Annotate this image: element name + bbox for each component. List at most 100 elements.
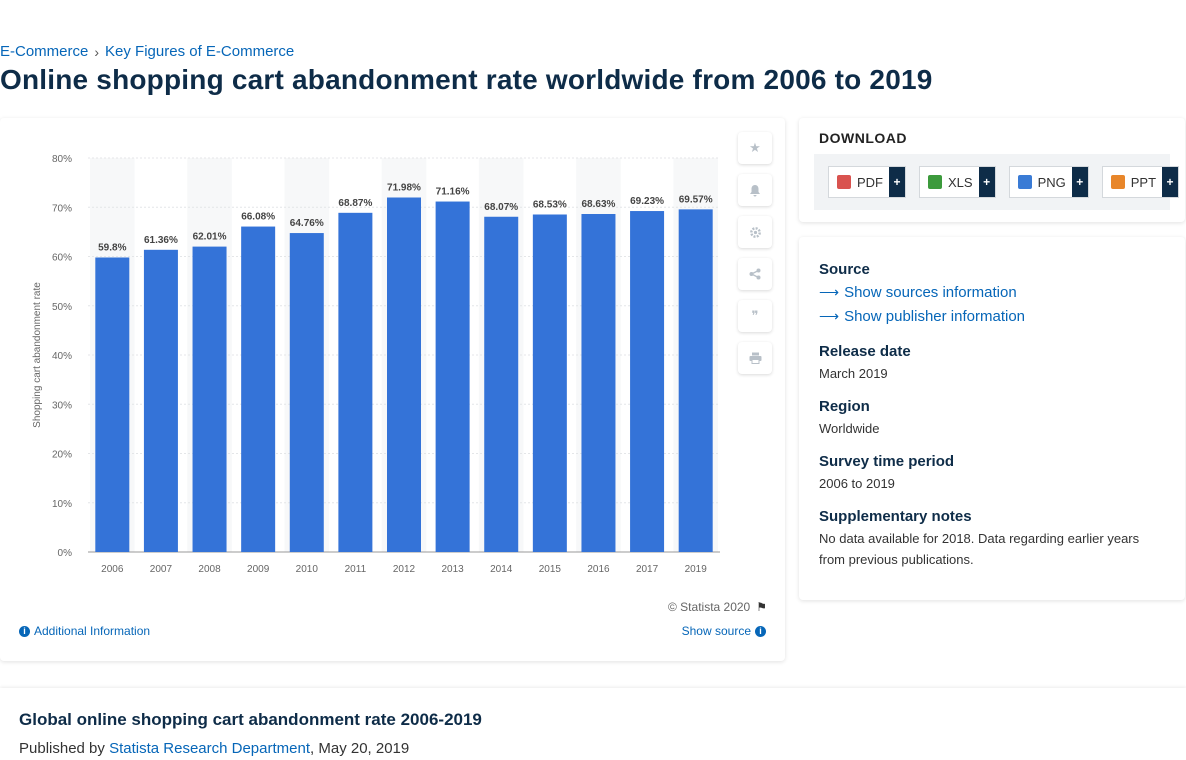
statistic-details-card: Source ⟶ Show sources information ⟶ Show… — [799, 237, 1185, 600]
chart-card: 0% 10% 20% 30% 40% 50% 60% 70% 80% Shopping cart … — [0, 118, 785, 661]
y-tick-label: 80% — [52, 154, 72, 165]
x-tick-label: 2017 — [636, 564, 659, 575]
y-tick-label: 20% — [52, 450, 72, 461]
data-label: 69.57% — [679, 194, 713, 205]
plus-icon: + — [889, 167, 905, 197]
print-icon[interactable] — [738, 342, 772, 374]
bar — [581, 213, 616, 552]
show-publisher-label: Show publisher information — [844, 308, 1026, 325]
bar-chart: 0% 10% 20% 30% 40% 50% 60% 70% 80% Shopping cart … — [32, 154, 720, 575]
pdf-file-icon — [837, 175, 851, 189]
bar — [338, 212, 373, 552]
data-label: 59.8% — [98, 242, 126, 253]
additional-information-label: Additional Information — [34, 624, 151, 638]
download-png-button[interactable]: PNG + — [1008, 166, 1089, 198]
breadcrumb-key-figures[interactable]: Key Figures of E-Commerce — [105, 43, 295, 60]
info-icon: i — [19, 625, 30, 637]
bar — [241, 226, 276, 552]
x-tick-label: 2015 — [539, 564, 562, 575]
download-pdf-button[interactable]: PDF + — [828, 166, 906, 198]
y-tick-label: 10% — [52, 499, 72, 510]
breadcrumb: E-Commerce › Key Figures of E-Commerce — [0, 43, 294, 60]
arrow-right-icon: ⟶ — [819, 308, 840, 324]
publication-card: Global online shopping cart abandonment … — [0, 688, 1186, 760]
show-publisher-link[interactable]: ⟶ Show publisher information — [819, 308, 1025, 325]
y-axis-label: Shopping cart abandonment rate — [32, 282, 43, 428]
breadcrumb-separator: › — [94, 43, 100, 60]
data-label: 68.07% — [484, 202, 518, 213]
data-label: 71.16% — [436, 187, 470, 198]
data-label: 62.01% — [193, 232, 227, 243]
data-label: 68.63% — [582, 199, 616, 210]
data-label: 61.36% — [144, 235, 178, 246]
bar — [484, 216, 519, 552]
bar — [435, 201, 470, 553]
download-title: DOWNLOAD — [819, 130, 907, 146]
supplementary-notes-value: No data available for 2018. Data regardi… — [819, 531, 1140, 567]
download-buttons: PDF + XLS + PNG + PPT + — [814, 154, 1180, 210]
bar — [95, 257, 130, 552]
data-label: 69.23% — [630, 196, 664, 207]
data-label: 68.53% — [533, 199, 567, 210]
x-tick-label: 2019 — [685, 564, 708, 575]
y-tick-label: 0% — [58, 548, 73, 559]
survey-period-value: 2006 to 2019 — [819, 476, 895, 491]
x-tick-label: 2012 — [393, 564, 416, 575]
data-label: 66.08% — [241, 212, 275, 223]
x-tick-label: 2011 — [345, 564, 367, 575]
bar — [630, 211, 665, 553]
info-icon: i — [755, 625, 766, 637]
copyright-text: © Statista 2020 — [668, 600, 751, 614]
bar — [532, 214, 567, 552]
arrow-right-icon: ⟶ — [819, 284, 840, 300]
ppt-file-icon — [1110, 175, 1125, 189]
download-xls-button[interactable]: XLS + — [919, 166, 996, 198]
bar — [678, 209, 713, 553]
x-tick-label: 2009 — [247, 564, 270, 575]
chart-tools: ★ ❞ — [738, 132, 772, 374]
download-png-label: PNG — [1037, 174, 1066, 190]
share-icon[interactable] — [738, 258, 772, 290]
x-tick-label: 2007 — [150, 564, 173, 575]
download-xls-label: XLS — [948, 174, 973, 190]
bell-icon[interactable] — [738, 174, 772, 206]
xls-file-icon — [928, 175, 942, 189]
show-sources-label: Show sources information — [844, 284, 1017, 301]
show-sources-link[interactable]: ⟶ Show sources information — [819, 284, 1017, 301]
publication-title: Global online shopping cart abandonment … — [19, 710, 482, 729]
x-tick-label: 2006 — [101, 564, 124, 575]
show-source-label: Show source — [681, 624, 751, 638]
data-label: 71.98% — [387, 182, 421, 193]
y-tick-label: 40% — [52, 351, 72, 362]
data-label: 64.76% — [290, 218, 324, 229]
x-tick-label: 2008 — [198, 564, 221, 575]
star-icon[interactable]: ★ — [738, 132, 772, 164]
region-value: Worldwide — [819, 421, 880, 436]
release-date-value: March 2019 — [819, 366, 888, 381]
data-label: 68.87% — [338, 198, 372, 209]
copyright: © Statista 2020 ⚑ — [668, 600, 767, 614]
publication-date: , May 20, 2019 — [310, 740, 410, 757]
supplementary-notes-label: Supplementary notes — [819, 508, 972, 525]
y-tick-label: 50% — [52, 302, 72, 313]
publisher-link[interactable]: Statista Research Department — [109, 740, 311, 757]
release-date-label: Release date — [819, 343, 911, 360]
show-source-link[interactable]: Show source i — [682, 624, 766, 638]
gear-icon[interactable] — [738, 216, 772, 248]
x-tick-label: 2010 — [296, 564, 319, 575]
download-ppt-button[interactable]: PPT + — [1101, 166, 1180, 198]
additional-information-link[interactable]: i Additional Information — [19, 624, 150, 638]
x-tick-label: 2016 — [587, 564, 610, 575]
download-pdf-label: PDF — [857, 174, 883, 190]
region-label: Region — [819, 398, 870, 415]
breadcrumb-ecommerce[interactable]: E-Commerce — [0, 43, 89, 60]
publication-info: Published by Statista Research Departmen… — [19, 740, 409, 757]
flag-icon[interactable]: ⚑ — [756, 600, 767, 614]
page-title: Online shopping cart abandonment rate wo… — [0, 64, 933, 95]
x-tick-label: 2014 — [490, 564, 513, 575]
download-card: DOWNLOAD PDF + XLS + PNG + PPT + — [799, 118, 1185, 222]
bar — [143, 249, 178, 552]
quote-icon[interactable]: ❞ — [738, 300, 772, 332]
plus-icon: + — [1162, 167, 1179, 197]
plus-icon: + — [1071, 167, 1088, 197]
